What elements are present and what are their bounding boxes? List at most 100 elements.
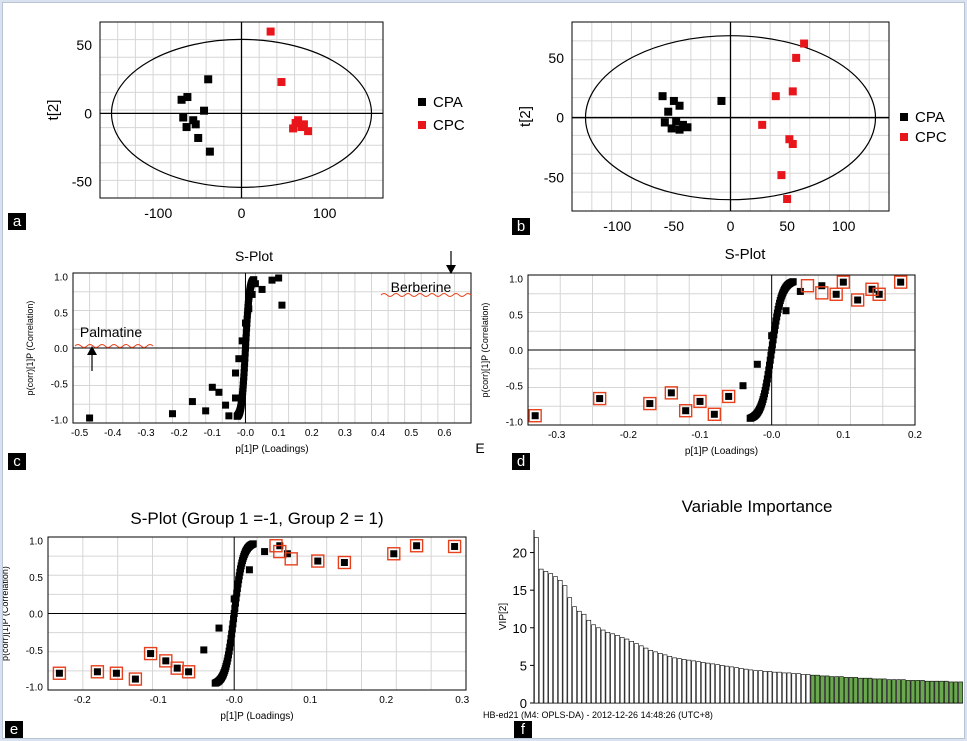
panel-f-vip-bar (686, 659, 692, 704)
panel-a-hotelling-ellipse (110, 38, 373, 189)
panel-f-vip-bar (667, 656, 673, 704)
panel-f-vip-bar (548, 573, 553, 704)
panel-d-s-curve-dot (773, 309, 781, 317)
panel-f-vip-bar (805, 674, 811, 704)
panel-a-legend-swatch-cpa (418, 98, 426, 106)
panel-f-vip-bar (562, 585, 568, 704)
panel-c-s-curve-dot (240, 364, 248, 372)
panel-d-point (725, 392, 733, 400)
panel-f-vip-bar (939, 680, 944, 704)
panel-c-point (225, 412, 233, 420)
panel-b-point-cpc (758, 120, 767, 129)
panel-a-label-box (8, 213, 26, 230)
panel-f-vip-bar (653, 651, 658, 704)
panel-c-point (169, 410, 176, 418)
panel-b-hotelling-ellipse (584, 35, 877, 201)
panel-e-point (55, 669, 63, 677)
panel-f-vip-bar (924, 680, 930, 704)
panel-c-xtick-label: -0.3 (137, 428, 155, 439)
panel-c-point (222, 401, 230, 409)
panel-e-s-curve-dot (225, 647, 233, 655)
panel-f-vip-bar (934, 680, 940, 704)
panel-a-label: a (13, 213, 22, 230)
panel-b-point-cpc (800, 39, 809, 48)
panel-d-point (897, 278, 905, 286)
panel-f-vip-bar (758, 670, 763, 704)
panel-f-vip-bar (882, 678, 887, 704)
panel-f-vip-bar (801, 674, 806, 704)
panel-f-vip-bar (920, 680, 925, 704)
panel-b-xtick-label: 100 (832, 218, 856, 234)
panel-c-point (268, 276, 276, 284)
panel-b-point-cpa (717, 96, 726, 105)
panel-f-ytick-label: 5 (520, 658, 527, 673)
panel-a-ytick-label: 0 (84, 105, 92, 121)
panel-d-ylabel: p(corr)[1]P (Correlation) (480, 303, 490, 398)
panel-c-point (202, 407, 210, 415)
panel-e-highlight-box (337, 555, 352, 570)
panel-c-label-box (8, 453, 26, 470)
panel-d-xtick-label: -0.0 (763, 430, 781, 441)
panel-d-s-curve-dot (772, 317, 780, 325)
panel-c-point (248, 290, 256, 298)
panel-f-vip-bar (739, 668, 744, 704)
panel-d-s-curve-dot (789, 278, 797, 286)
panel-c-point (241, 319, 249, 327)
panel-c-s-curve-dot (240, 369, 248, 377)
panel-f-vip-bar (953, 681, 959, 704)
panel-f-vip-bar (872, 678, 878, 704)
panel-b-point-cpa (678, 120, 687, 129)
panel-e-point (162, 657, 170, 665)
panel-a-point-cpa (191, 120, 200, 129)
panel-a-point-cpc (294, 116, 303, 125)
panel-b-legend-label: CPA (915, 109, 945, 126)
panel-b-point-cpc (792, 53, 801, 62)
panel-c-ytick-label: 0.0 (54, 344, 68, 355)
panel-d-highlight-box (872, 287, 886, 301)
panel-a-xtick-label: 0 (238, 205, 246, 221)
panel-f-vip-bar (948, 681, 954, 704)
panel-f-vip-bar (572, 606, 577, 704)
panel-f-vip-bar (672, 657, 677, 704)
panel-e-xtick-label: 0.3 (455, 695, 469, 706)
panel-a-point-cpc (299, 120, 308, 129)
panel-d-s-curve-dot (762, 383, 770, 391)
panel-e-s-curve-dot (228, 630, 236, 638)
panel-f-vip-bar (591, 624, 596, 704)
panel-e-highlight-box (311, 554, 325, 568)
panel-f-vip-bar (677, 658, 682, 704)
panel-f-vip-bar (567, 597, 573, 704)
panel-a-point-cpa (179, 113, 188, 122)
panel-d-highlight-box (721, 389, 736, 404)
panel-d-s-curve-dot (768, 346, 776, 354)
panel-e-point (451, 542, 459, 550)
panel-d-highlight-box (643, 396, 657, 411)
panel-f-vip-bar (815, 674, 820, 704)
panel-c-xtick-label: 0.2 (305, 428, 319, 439)
panel-b-label: b (517, 218, 525, 235)
panel-d-highlight-box (800, 279, 815, 293)
panel-a-xtick-label: 100 (313, 205, 337, 221)
panel-e-s-curve-dot (233, 589, 241, 597)
panel-d-highlight-box (829, 287, 843, 301)
panel-c-ytick-label: 0.5 (54, 308, 68, 319)
panel-c-xtick-label: 0.5 (404, 428, 418, 439)
panel-d-s-curve-dot (767, 351, 775, 359)
panel-c-point (238, 337, 246, 345)
panel-f-vip-bar (576, 610, 582, 704)
panel-c-point (232, 394, 240, 402)
panel-d-point (682, 407, 690, 415)
panel-d-ytick-label: 0.5 (509, 310, 523, 321)
panel-b-xtick-label: 50 (779, 218, 795, 234)
panel-f-vip-bar (729, 666, 735, 704)
panel-f-vip-bar (777, 671, 782, 704)
panel-d-ytick-label: 1.0 (509, 275, 523, 286)
panel-e-point (245, 566, 253, 574)
panel-c-s-curve-dot (243, 324, 251, 332)
panel-c-berberine-underline (380, 293, 472, 297)
panel-e-s-curve-dot (231, 599, 239, 607)
panel-f-vip-bar (820, 675, 825, 704)
panel-f-vip-bar (853, 677, 859, 704)
panel-c-s-curve-dot (250, 276, 258, 284)
panel-d-xtick-label: 0.2 (908, 430, 922, 441)
